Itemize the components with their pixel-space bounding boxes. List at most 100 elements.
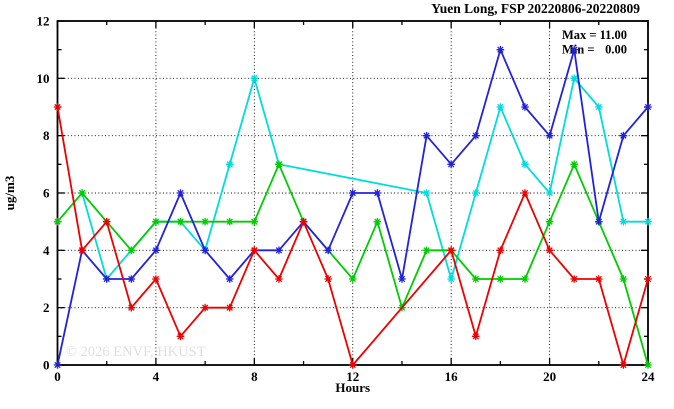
data-point-marker xyxy=(471,275,480,283)
data-point-marker xyxy=(422,131,431,140)
data-point-marker xyxy=(127,246,136,255)
data-point-marker xyxy=(496,275,505,283)
data-point-marker xyxy=(545,131,554,140)
x-tick-label: 24 xyxy=(642,369,656,384)
series-red-line xyxy=(56,106,649,366)
data-point-marker xyxy=(152,246,160,255)
watermark: © 2026 ENVF, HKUST xyxy=(66,344,206,360)
data-point-marker xyxy=(570,45,578,54)
data-point-marker xyxy=(471,332,480,341)
data-point-marker xyxy=(447,160,455,169)
y-tick-label: 12 xyxy=(37,14,50,29)
data-point-marker xyxy=(127,275,136,283)
data-point-marker xyxy=(250,74,259,83)
data-point-marker xyxy=(102,275,111,283)
data-point-marker xyxy=(78,246,86,255)
data-point-marker xyxy=(176,332,185,341)
x-tick-label: 16 xyxy=(445,369,459,384)
data-point-marker xyxy=(275,246,283,255)
x-tick-labels: 0 4 8 12 16 20 24 xyxy=(54,369,655,384)
data-point-marker xyxy=(570,275,578,283)
annotation-value: 11.00 xyxy=(600,28,627,42)
x-tick-label: 8 xyxy=(251,369,258,384)
data-point-marker xyxy=(422,189,431,197)
data-point-marker xyxy=(422,246,431,255)
data-point-marker xyxy=(225,303,234,312)
data-point-marker xyxy=(545,189,554,197)
y-tick-label: 6 xyxy=(43,186,50,201)
data-point-marker xyxy=(53,217,62,226)
data-point-marker xyxy=(225,217,234,226)
data-point-marker xyxy=(225,275,234,283)
data-point-marker xyxy=(373,217,382,226)
data-point-marker xyxy=(521,160,529,169)
x-axis-label: Hours xyxy=(335,380,370,395)
data-point-marker xyxy=(53,361,62,369)
y-tick-labels: 0 2 4 6 8 10 12 xyxy=(37,14,51,373)
x-tick-label: 12 xyxy=(346,369,359,384)
data-point-marker xyxy=(373,189,382,197)
data-point-marker xyxy=(471,189,480,197)
series-red xyxy=(53,103,652,369)
data-point-marker xyxy=(102,217,111,226)
data-point-marker xyxy=(348,189,357,197)
y-axis-label: ug/m3 xyxy=(2,175,17,210)
data-point-marker xyxy=(496,45,505,54)
data-point-marker xyxy=(78,189,86,197)
data-point-marker xyxy=(127,303,136,312)
data-point-marker xyxy=(570,74,578,83)
data-point-marker xyxy=(496,246,505,255)
data-point-marker xyxy=(176,189,185,197)
data-point-marker xyxy=(644,103,652,111)
data-point-marker xyxy=(275,275,283,283)
data-point-marker xyxy=(619,131,628,140)
data-point-marker xyxy=(324,246,332,255)
data-point-marker xyxy=(201,246,209,255)
data-point-marker xyxy=(225,160,234,169)
data-point-marker xyxy=(545,246,554,255)
data-point-marker xyxy=(594,275,603,283)
data-point-marker xyxy=(152,217,160,226)
data-point-marker xyxy=(619,217,628,226)
data-point-marker xyxy=(201,303,209,312)
data-point-marker xyxy=(447,275,455,283)
data-point-marker xyxy=(250,246,259,255)
annotation-label: Min = xyxy=(562,43,594,57)
y-tick-label: 4 xyxy=(43,243,50,258)
data-point-marker xyxy=(521,103,529,111)
data-point-marker xyxy=(545,217,554,226)
data-point-marker xyxy=(201,217,209,226)
data-point-marker xyxy=(521,189,529,197)
data-point-marker xyxy=(570,160,578,169)
data-point-marker xyxy=(619,361,628,369)
data-point-marker xyxy=(644,275,652,283)
annotation-value: 0.00 xyxy=(605,43,627,57)
data-point-marker xyxy=(619,275,628,283)
data-point-marker xyxy=(324,275,332,283)
data-point-marker xyxy=(447,246,455,255)
data-point-marker xyxy=(594,103,603,111)
data-point-marker xyxy=(348,361,357,369)
data-point-marker xyxy=(299,217,308,226)
series-red-markers xyxy=(53,103,652,369)
data-point-marker xyxy=(348,275,357,283)
y-tick-label: 0 xyxy=(43,358,50,373)
data-point-marker xyxy=(275,160,283,169)
data-point-marker xyxy=(521,275,529,283)
data-point-marker xyxy=(176,217,185,226)
data-point-marker xyxy=(250,217,259,226)
x-tick-label: 20 xyxy=(543,369,556,384)
y-tick-label: 2 xyxy=(43,300,50,315)
data-point-marker xyxy=(152,275,160,283)
chart-title: Yuen Long, FSP 20220806-20220809 xyxy=(431,1,640,16)
max-min-annotation: Max = 11.00 Min = 0.00 xyxy=(562,28,627,57)
data-point-marker xyxy=(644,361,652,369)
y-tick-label: 8 xyxy=(43,128,50,143)
x-tick-label: 0 xyxy=(54,369,61,384)
y-tick-label: 10 xyxy=(37,71,50,86)
data-point-marker xyxy=(496,103,505,111)
x-tick-label: 4 xyxy=(153,369,160,384)
data-point-marker xyxy=(644,217,652,226)
